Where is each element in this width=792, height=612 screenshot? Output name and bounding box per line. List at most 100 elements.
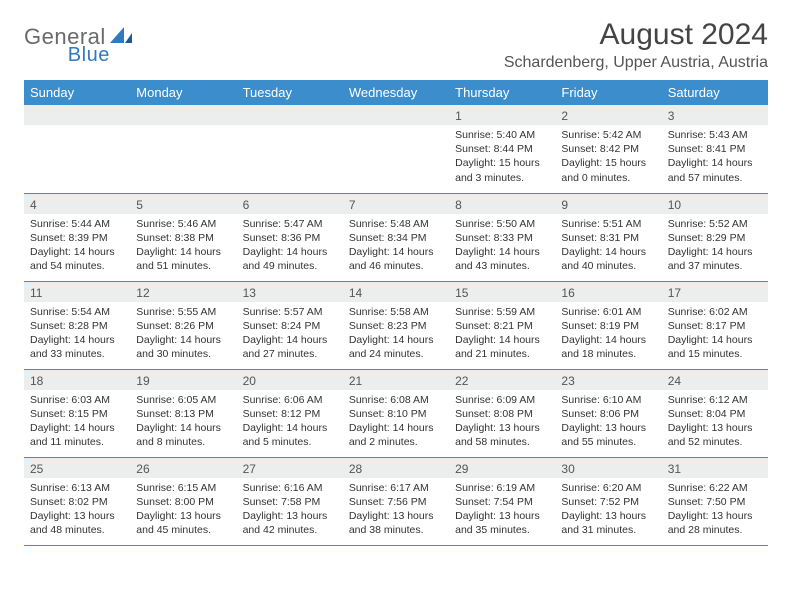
sunrise-line: Sunrise: 5:40 AM bbox=[455, 128, 549, 142]
date-number: 9 bbox=[555, 194, 661, 214]
date-number: 28 bbox=[343, 458, 449, 478]
calendar-cell: 15Sunrise: 5:59 AMSunset: 8:21 PMDayligh… bbox=[449, 281, 555, 369]
sunset-line: Sunset: 8:34 PM bbox=[349, 231, 443, 245]
calendar-cell: 9Sunrise: 5:51 AMSunset: 8:31 PMDaylight… bbox=[555, 193, 661, 281]
daylight-line: Daylight: 14 hours bbox=[30, 245, 124, 259]
cell-body: Sunrise: 6:01 AMSunset: 8:19 PMDaylight:… bbox=[555, 302, 661, 366]
daylight-line: Daylight: 14 hours bbox=[561, 333, 655, 347]
calendar-cell: 27Sunrise: 6:16 AMSunset: 7:58 PMDayligh… bbox=[237, 457, 343, 545]
cell-body: Sunrise: 6:10 AMSunset: 8:06 PMDaylight:… bbox=[555, 390, 661, 454]
cell-body: Sunrise: 5:51 AMSunset: 8:31 PMDaylight:… bbox=[555, 214, 661, 278]
cell-body: Sunrise: 5:54 AMSunset: 8:28 PMDaylight:… bbox=[24, 302, 130, 366]
sunrise-line: Sunrise: 6:01 AM bbox=[561, 305, 655, 319]
daylight-line: Daylight: 14 hours bbox=[136, 245, 230, 259]
sunset-line: Sunset: 8:21 PM bbox=[455, 319, 549, 333]
sunrise-line: Sunrise: 6:22 AM bbox=[668, 481, 762, 495]
cell-body: Sunrise: 6:06 AMSunset: 8:12 PMDaylight:… bbox=[237, 390, 343, 454]
sunrise-line: Sunrise: 6:03 AM bbox=[30, 393, 124, 407]
location: Schardenberg, Upper Austria, Austria bbox=[504, 54, 768, 72]
cell-body: Sunrise: 6:02 AMSunset: 8:17 PMDaylight:… bbox=[662, 302, 768, 366]
sunrise-line: Sunrise: 6:06 AM bbox=[243, 393, 337, 407]
date-number: 15 bbox=[449, 282, 555, 302]
daylight-line: Daylight: 14 hours bbox=[349, 421, 443, 435]
sunset-line: Sunset: 8:10 PM bbox=[349, 407, 443, 421]
sunrise-line: Sunrise: 5:55 AM bbox=[136, 305, 230, 319]
daylight-line: Daylight: 13 hours bbox=[668, 421, 762, 435]
calendar-row: 11Sunrise: 5:54 AMSunset: 8:28 PMDayligh… bbox=[24, 281, 768, 369]
calendar-body: 1Sunrise: 5:40 AMSunset: 8:44 PMDaylight… bbox=[24, 105, 768, 545]
sunrise-line: Sunrise: 6:17 AM bbox=[349, 481, 443, 495]
sunrise-line: Sunrise: 6:15 AM bbox=[136, 481, 230, 495]
day-header: Wednesday bbox=[343, 80, 449, 105]
daylight-line: and 15 minutes. bbox=[668, 347, 762, 361]
sunset-line: Sunset: 8:26 PM bbox=[136, 319, 230, 333]
cell-body: Sunrise: 6:08 AMSunset: 8:10 PMDaylight:… bbox=[343, 390, 449, 454]
cell-body: Sunrise: 5:57 AMSunset: 8:24 PMDaylight:… bbox=[237, 302, 343, 366]
daylight-line: Daylight: 14 hours bbox=[349, 333, 443, 347]
daylight-line: and 8 minutes. bbox=[136, 435, 230, 449]
calendar-cell: 23Sunrise: 6:10 AMSunset: 8:06 PMDayligh… bbox=[555, 369, 661, 457]
daylight-line: and 58 minutes. bbox=[455, 435, 549, 449]
daylight-line: and 28 minutes. bbox=[668, 523, 762, 537]
daylight-line: Daylight: 13 hours bbox=[561, 509, 655, 523]
daylight-line: and 38 minutes. bbox=[349, 523, 443, 537]
calendar-cell: 1Sunrise: 5:40 AMSunset: 8:44 PMDaylight… bbox=[449, 105, 555, 193]
daylight-line: and 33 minutes. bbox=[30, 347, 124, 361]
sunset-line: Sunset: 8:04 PM bbox=[668, 407, 762, 421]
sunset-line: Sunset: 8:19 PM bbox=[561, 319, 655, 333]
sunrise-line: Sunrise: 5:46 AM bbox=[136, 217, 230, 231]
date-number: 7 bbox=[343, 194, 449, 214]
date-number: 23 bbox=[555, 370, 661, 390]
daylight-line: Daylight: 14 hours bbox=[455, 333, 549, 347]
cell-body: Sunrise: 6:17 AMSunset: 7:56 PMDaylight:… bbox=[343, 478, 449, 542]
calendar-cell: 10Sunrise: 5:52 AMSunset: 8:29 PMDayligh… bbox=[662, 193, 768, 281]
sunset-line: Sunset: 8:28 PM bbox=[30, 319, 124, 333]
daylight-line: Daylight: 15 hours bbox=[561, 156, 655, 170]
cell-body: Sunrise: 6:09 AMSunset: 8:08 PMDaylight:… bbox=[449, 390, 555, 454]
daylight-line: and 31 minutes. bbox=[561, 523, 655, 537]
date-number bbox=[24, 105, 130, 125]
cell-body: Sunrise: 6:20 AMSunset: 7:52 PMDaylight:… bbox=[555, 478, 661, 542]
date-number: 22 bbox=[449, 370, 555, 390]
title-block: August 2024 Schardenberg, Upper Austria,… bbox=[504, 18, 768, 72]
daylight-line: and 52 minutes. bbox=[668, 435, 762, 449]
sunset-line: Sunset: 8:13 PM bbox=[136, 407, 230, 421]
daylight-line: and 40 minutes. bbox=[561, 259, 655, 273]
daylight-line: and 54 minutes. bbox=[30, 259, 124, 273]
sunset-line: Sunset: 8:08 PM bbox=[455, 407, 549, 421]
sunrise-line: Sunrise: 5:47 AM bbox=[243, 217, 337, 231]
cell-body: Sunrise: 5:52 AMSunset: 8:29 PMDaylight:… bbox=[662, 214, 768, 278]
cell-body: Sunrise: 6:13 AMSunset: 8:02 PMDaylight:… bbox=[24, 478, 130, 542]
calendar-cell: 5Sunrise: 5:46 AMSunset: 8:38 PMDaylight… bbox=[130, 193, 236, 281]
calendar-row: 25Sunrise: 6:13 AMSunset: 8:02 PMDayligh… bbox=[24, 457, 768, 545]
cell-body: Sunrise: 6:16 AMSunset: 7:58 PMDaylight:… bbox=[237, 478, 343, 542]
sunrise-line: Sunrise: 5:50 AM bbox=[455, 217, 549, 231]
sunset-line: Sunset: 8:38 PM bbox=[136, 231, 230, 245]
calendar-cell: 6Sunrise: 5:47 AMSunset: 8:36 PMDaylight… bbox=[237, 193, 343, 281]
cell-body: Sunrise: 5:42 AMSunset: 8:42 PMDaylight:… bbox=[555, 125, 661, 189]
calendar-cell: 4Sunrise: 5:44 AMSunset: 8:39 PMDaylight… bbox=[24, 193, 130, 281]
daylight-line: and 42 minutes. bbox=[243, 523, 337, 537]
daylight-line: and 37 minutes. bbox=[668, 259, 762, 273]
sunset-line: Sunset: 8:29 PM bbox=[668, 231, 762, 245]
date-number: 10 bbox=[662, 194, 768, 214]
calendar-cell: 26Sunrise: 6:15 AMSunset: 8:00 PMDayligh… bbox=[130, 457, 236, 545]
sunset-line: Sunset: 7:54 PM bbox=[455, 495, 549, 509]
daylight-line: Daylight: 13 hours bbox=[243, 509, 337, 523]
daylight-line: and 5 minutes. bbox=[243, 435, 337, 449]
sunset-line: Sunset: 7:56 PM bbox=[349, 495, 443, 509]
daylight-line: Daylight: 14 hours bbox=[668, 245, 762, 259]
cell-body: Sunrise: 5:46 AMSunset: 8:38 PMDaylight:… bbox=[130, 214, 236, 278]
calendar-cell: 17Sunrise: 6:02 AMSunset: 8:17 PMDayligh… bbox=[662, 281, 768, 369]
calendar-cell: 16Sunrise: 6:01 AMSunset: 8:19 PMDayligh… bbox=[555, 281, 661, 369]
day-header: Thursday bbox=[449, 80, 555, 105]
sunset-line: Sunset: 8:33 PM bbox=[455, 231, 549, 245]
date-number: 3 bbox=[662, 105, 768, 125]
calendar-cell bbox=[130, 105, 236, 193]
logo: General Blue bbox=[24, 18, 178, 50]
sunrise-line: Sunrise: 6:20 AM bbox=[561, 481, 655, 495]
calendar-row: 4Sunrise: 5:44 AMSunset: 8:39 PMDaylight… bbox=[24, 193, 768, 281]
daylight-line: Daylight: 14 hours bbox=[243, 421, 337, 435]
daylight-line: and 21 minutes. bbox=[455, 347, 549, 361]
date-number: 19 bbox=[130, 370, 236, 390]
